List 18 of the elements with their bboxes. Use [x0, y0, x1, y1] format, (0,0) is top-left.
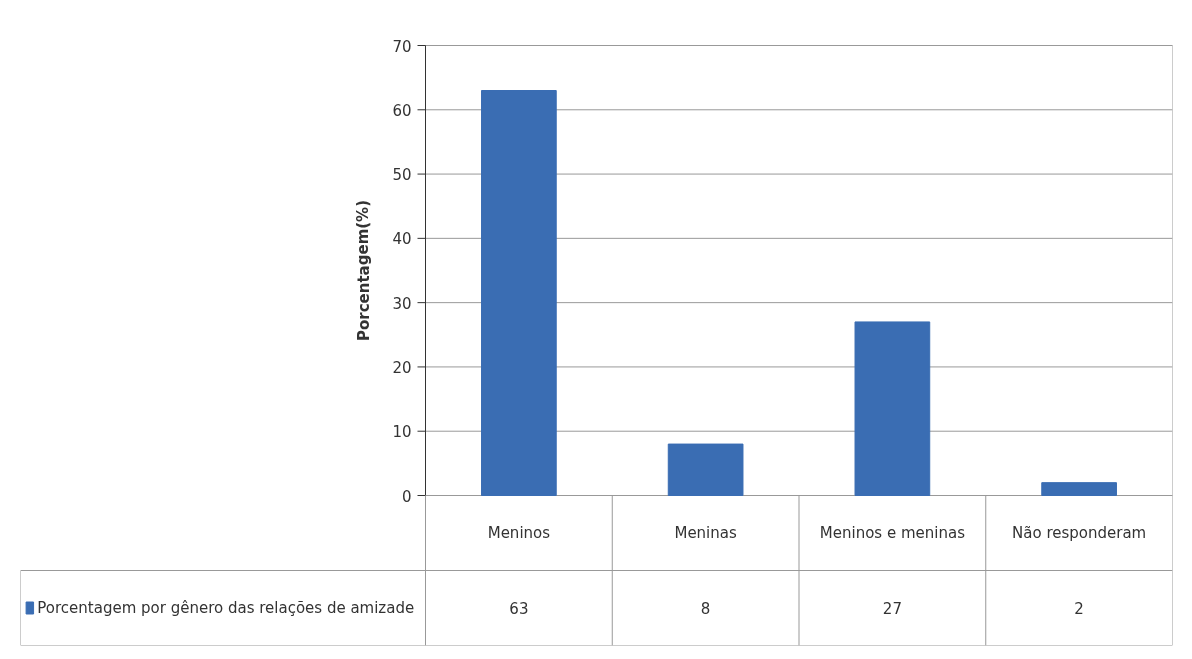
- data-label: 63: [509, 600, 529, 618]
- data-label: 27: [882, 600, 902, 618]
- x-tick-label: Meninas: [674, 524, 737, 542]
- y-tick-label: 0: [401, 487, 412, 506]
- x-tick-label: Meninos: [487, 524, 551, 542]
- y-tick-label: 20: [392, 358, 412, 377]
- y-tick-label: 50: [392, 166, 412, 185]
- x-tick-label: Meninos e meninas: [819, 524, 966, 542]
- legend-label: Porcentagem por gênero das relações de amizade: [37, 599, 415, 617]
- data-label: 8: [700, 600, 711, 618]
- y-tick-label: 60: [392, 101, 412, 120]
- y-tick-label: 40: [392, 230, 412, 249]
- x-tick-label: Não responderam: [1012, 524, 1147, 542]
- data-label: 2: [1074, 600, 1084, 618]
- y-tick-label: 30: [392, 294, 412, 313]
- y-tick-label: 10: [392, 423, 412, 442]
- y-tick-label: 70: [392, 37, 412, 56]
- y-axis-title: Porcentagem(%): [354, 199, 373, 342]
